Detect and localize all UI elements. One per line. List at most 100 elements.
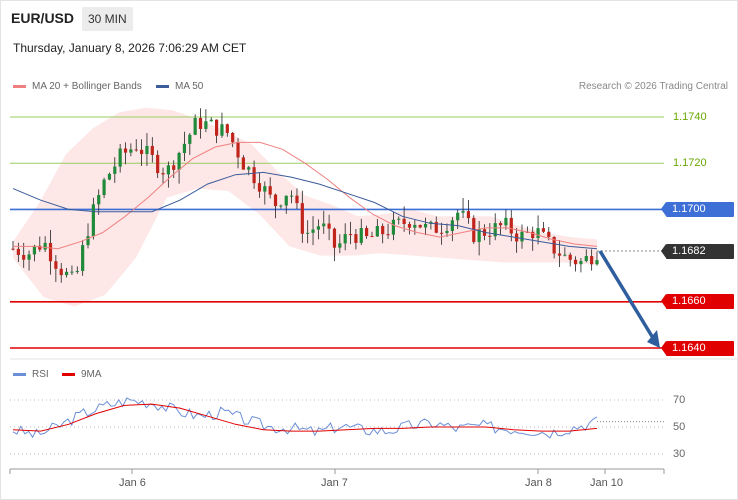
candle-body: [493, 223, 497, 237]
candle-body: [590, 256, 594, 265]
candle: [54, 255, 58, 283]
candle-body: [145, 145, 149, 155]
candle-body: [568, 254, 572, 260]
candle-body: [359, 228, 363, 243]
candle-body: [70, 271, 74, 273]
ma20-swatch: [13, 84, 26, 88]
candle: [231, 132, 235, 148]
candle: [129, 143, 133, 157]
candle-body: [81, 245, 85, 272]
candle-body: [27, 254, 31, 260]
candle: [332, 227, 337, 262]
candle-body: [423, 223, 428, 228]
candle: [306, 220, 310, 244]
candle: [123, 142, 128, 165]
candle-body: [456, 212, 460, 221]
candle-body: [520, 231, 524, 242]
candle: [397, 216, 401, 225]
candle-body: [204, 121, 208, 129]
candle-body: [263, 186, 267, 192]
candle-body: [48, 242, 53, 262]
candle: [156, 150, 160, 179]
candle: [322, 210, 326, 234]
candle: [172, 160, 176, 179]
candle-body: [584, 256, 588, 262]
candle-body: [177, 153, 181, 170]
level-label-1720: 1.1720: [673, 157, 707, 169]
candle-body: [22, 255, 26, 260]
candle: [86, 223, 90, 249]
candle: [316, 219, 320, 240]
research-credit: Research © 2026 Trading Central: [578, 81, 728, 92]
candle-body: [531, 231, 535, 239]
candle: [531, 226, 535, 251]
candle: [38, 236, 42, 252]
candle-body: [172, 165, 176, 170]
candle-body: [311, 229, 315, 233]
candle-body: [113, 166, 117, 174]
candle-body: [32, 245, 37, 255]
candle: [375, 218, 379, 237]
candle: [440, 222, 444, 245]
rsi-level-30: 30: [673, 448, 686, 460]
candle: [295, 188, 299, 209]
candle: [225, 123, 229, 137]
rsi-swatch: [13, 372, 26, 376]
bollinger-band: [13, 107, 597, 307]
candle-body: [327, 223, 331, 229]
legend-ma50: MA 50: [156, 81, 203, 92]
candle: [102, 177, 106, 199]
ma50-line: [12, 171, 598, 250]
candle-body: [102, 179, 106, 196]
candle: [241, 155, 245, 170]
ma50-swatch: [156, 84, 169, 88]
candle-body: [391, 219, 396, 235]
candle: [134, 139, 138, 152]
candle: [48, 229, 53, 275]
candle: [311, 216, 315, 246]
candle-body: [193, 118, 197, 135]
candle-body: [64, 271, 69, 276]
candle: [300, 190, 304, 243]
candle: [504, 209, 508, 230]
candle-body: [75, 271, 79, 273]
candle-body: [86, 236, 90, 246]
ma50-legend-label: MA 50: [175, 81, 204, 92]
candle-body: [241, 157, 245, 170]
timeframe-button[interactable]: 30 MIN: [82, 7, 133, 31]
rsi-line: [12, 397, 598, 439]
candle: [70, 265, 74, 276]
ma20-line: [13, 141, 598, 250]
candle-body: [306, 232, 310, 234]
candle-body: [156, 154, 160, 174]
candle: [279, 204, 283, 209]
candle: [81, 240, 85, 276]
candle: [402, 206, 406, 232]
candle-body: [220, 124, 224, 136]
candle-body: [268, 186, 272, 195]
candle: [563, 247, 567, 257]
candle: [423, 217, 428, 236]
candle-body: [209, 119, 213, 122]
candle-body: [370, 236, 374, 238]
candle: [252, 160, 256, 189]
candle: [188, 133, 192, 155]
candle-body: [231, 132, 235, 143]
candle: [268, 177, 272, 199]
candle-body: [284, 195, 288, 206]
candle: [273, 193, 278, 219]
candle-body: [139, 149, 144, 155]
candle: [338, 234, 342, 254]
candle: [11, 240, 15, 251]
candle: [204, 109, 208, 133]
candle-body: [402, 218, 406, 224]
candle-body: [97, 195, 101, 205]
candle-body: [59, 268, 63, 276]
rsi-ma-legend-label: 9MA: [81, 369, 102, 380]
level-label-1740: 1.1740: [673, 111, 707, 123]
pivot-price-tag: 1.1700: [661, 202, 734, 217]
candle-body: [365, 228, 369, 237]
candle-body: [300, 203, 304, 234]
candle: [488, 223, 492, 245]
candle-body: [322, 223, 326, 227]
